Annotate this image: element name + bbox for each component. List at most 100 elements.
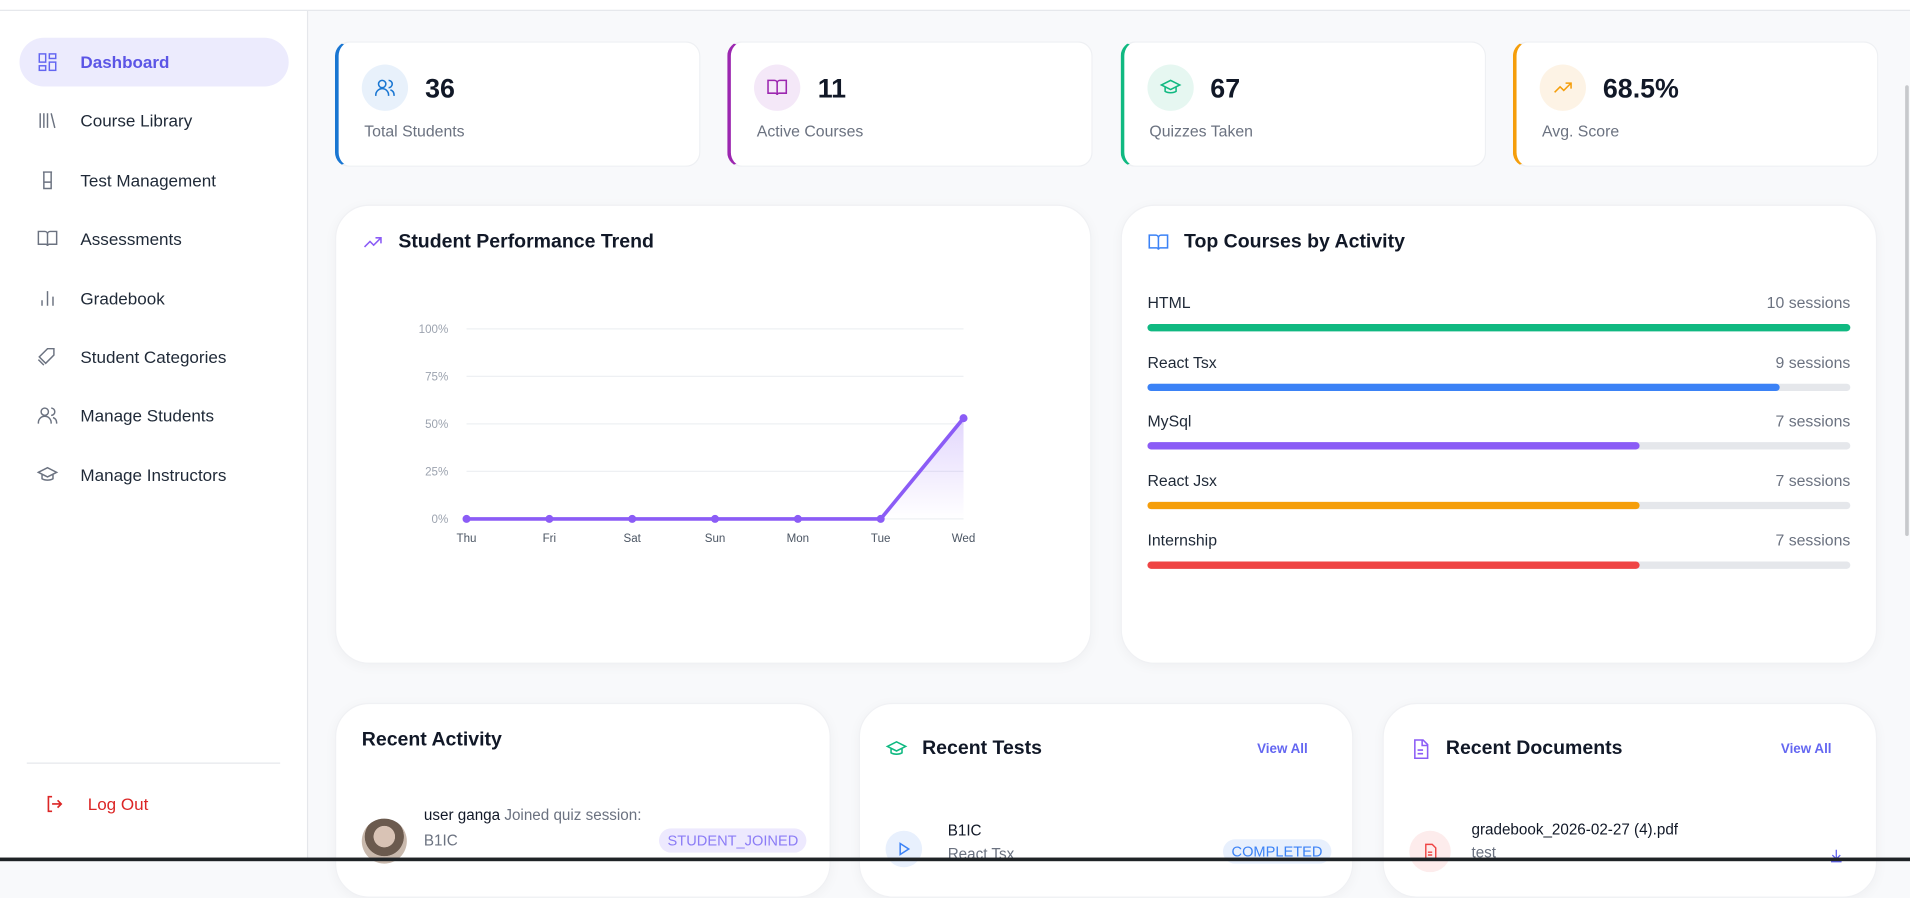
- x-tick-label: Thu: [457, 533, 477, 545]
- stat-value: 67: [1210, 73, 1241, 104]
- scrollbar[interactable]: [1905, 85, 1909, 536]
- document-icon: [1414, 739, 1429, 760]
- x-tick-label: Tue: [871, 533, 891, 545]
- data-point-thu: [462, 514, 471, 523]
- stat-card-quizzes-taken: 67 Quizzes Taken: [1120, 41, 1486, 167]
- course-progress-track: [1147, 324, 1851, 332]
- course-sessions: 10 sessions: [1766, 293, 1851, 312]
- sidebar-divider: [26, 762, 281, 764]
- sidebar-item-label: Dashboard: [80, 52, 170, 72]
- course-progress-track: [1147, 383, 1851, 391]
- course-name: Internship: [1147, 530, 1218, 550]
- x-tick-label: Sat: [624, 533, 642, 545]
- graduation-cap-icon: [885, 740, 908, 755]
- bar-chart-icon: [41, 290, 54, 306]
- recent-documents-title: Recent Documents: [1445, 738, 1623, 759]
- book-open-icon: [1148, 234, 1169, 250]
- course-progress-track: [1147, 501, 1851, 510]
- course-sessions: 7 sessions: [1775, 412, 1851, 431]
- data-point-wed: [959, 414, 968, 423]
- sidebar-item-label: Student Categories: [80, 347, 227, 367]
- sidebar-item-gradebook[interactable]: Gradebook: [19, 274, 288, 323]
- pdf-file-icon: [1409, 830, 1451, 873]
- top-courses-title: Top Courses by Activity: [1184, 231, 1405, 253]
- performance-title: Student Performance Trend: [398, 231, 654, 253]
- x-tick-label: Wed: [952, 533, 976, 545]
- x-tick-label: Fri: [543, 533, 556, 545]
- activity-user: user ganga: [423, 806, 501, 824]
- document-name: gradebook_2026-02-27 (4).pdf: [1471, 821, 1679, 839]
- course-progress-fill: [1147, 324, 1851, 332]
- graduation-cap-icon: [36, 466, 59, 481]
- trending-up-icon: [363, 237, 382, 248]
- recent-tests-title: Recent Tests: [922, 738, 1042, 759]
- tests-view-all-link[interactable]: View All: [1257, 741, 1308, 757]
- play-icon: [885, 830, 923, 868]
- course-name: React Jsx: [1147, 471, 1217, 490]
- activity-item[interactable]: user ganga Joined quiz session: B1IC STU…: [361, 806, 807, 867]
- course-sessions: 9 sessions: [1775, 352, 1851, 372]
- documents-view-all-link[interactable]: View All: [1780, 741, 1832, 757]
- avatar: [361, 818, 407, 864]
- beaker-icon: [42, 171, 53, 189]
- stat-card-active-courses: 11 Active Courses: [727, 41, 1094, 167]
- top-bar: [0, 0, 1910, 11]
- course-progress-track: [1147, 442, 1851, 450]
- stat-card-avg-score: 68.5% Avg. Score: [1512, 41, 1879, 167]
- sidebar-item-course-library[interactable]: Course Library: [19, 97, 288, 146]
- y-tick-label: 25%: [425, 467, 448, 479]
- test-name: B1IC: [947, 822, 982, 840]
- logout-button[interactable]: Log Out: [44, 793, 149, 815]
- trending-up-icon: [1539, 64, 1586, 111]
- series-area: [466, 418, 964, 519]
- stat-label: Active Courses: [756, 121, 864, 141]
- sidebar-item-label: Test Management: [80, 170, 216, 190]
- recent-tests-card: Recent Tests View All B1IC React Tsx COM…: [858, 702, 1354, 898]
- course-sessions: 7 sessions: [1775, 530, 1851, 550]
- x-tick-label: Mon: [787, 533, 809, 545]
- sidebar-item-dashboard[interactable]: Dashboard: [19, 37, 289, 87]
- graduation-cap-icon: [1146, 64, 1194, 111]
- top-courses-card: Top Courses by Activity HTML 10 sessions…: [1120, 204, 1878, 664]
- performance-chart: 0% 25% 50% 75% 100% Thu Fri Sat Sun Mon Tue Wed: [419, 324, 976, 545]
- data-point-fri: [545, 514, 554, 523]
- recent-activity-card: Recent Activity user ganga Joined quiz s…: [334, 702, 831, 898]
- stat-value: 36: [425, 73, 455, 104]
- users-icon: [37, 407, 58, 425]
- users-icon: [361, 64, 409, 111]
- sidebar-item-student-categories[interactable]: Student Categories: [19, 333, 288, 382]
- logout-label: Log Out: [87, 794, 149, 814]
- data-point-sat: [628, 514, 637, 523]
- course-progress-fill: [1147, 383, 1781, 391]
- stat-value: 11: [817, 73, 847, 104]
- sidebar-item-manage-instructors[interactable]: Manage Instructors: [19, 450, 288, 499]
- sidebar-item-test-management[interactable]: Test Management: [19, 156, 288, 205]
- sidebar-item-assessments[interactable]: Assessments: [19, 215, 288, 264]
- course-name: HTML: [1147, 293, 1191, 312]
- sidebar-item-manage-students[interactable]: Manage Students: [19, 391, 288, 440]
- data-point-sun: [711, 514, 720, 523]
- data-point-mon: [793, 514, 802, 523]
- sidebar-item-label: Course Library: [80, 111, 193, 131]
- course-progress-track: [1147, 561, 1851, 569]
- course-progress-fill: [1147, 501, 1640, 510]
- x-tick-label: Sun: [705, 533, 726, 545]
- stat-card-total-students: 36 Total Students: [334, 41, 701, 167]
- document-subtitle: test: [1471, 844, 1497, 862]
- download-icon[interactable]: [1828, 848, 1844, 864]
- sidebar: Log Out Dashboard Course Library Test Mana…: [0, 10, 309, 862]
- performance-card: Student Performance Trend 0% 25% 50% 75% 100…: [334, 204, 1092, 664]
- activity-target: B1IC: [423, 831, 458, 850]
- book-open-icon: [754, 64, 801, 111]
- logout-icon: [47, 795, 63, 813]
- dashboard-grid-icon: [38, 53, 57, 72]
- taskbar-edge: [0, 857, 1910, 862]
- library-icon: [39, 113, 56, 129]
- series-line: [466, 417, 965, 521]
- stat-label: Quizzes Taken: [1149, 121, 1253, 141]
- course-sessions: 7 sessions: [1775, 471, 1851, 490]
- sidebar-item-label: Manage Students: [80, 406, 215, 426]
- recent-documents-card: Recent Documents View All gradebook_2026…: [1382, 702, 1878, 898]
- stat-label: Total Students: [364, 121, 465, 141]
- course-name: MySql: [1147, 412, 1192, 431]
